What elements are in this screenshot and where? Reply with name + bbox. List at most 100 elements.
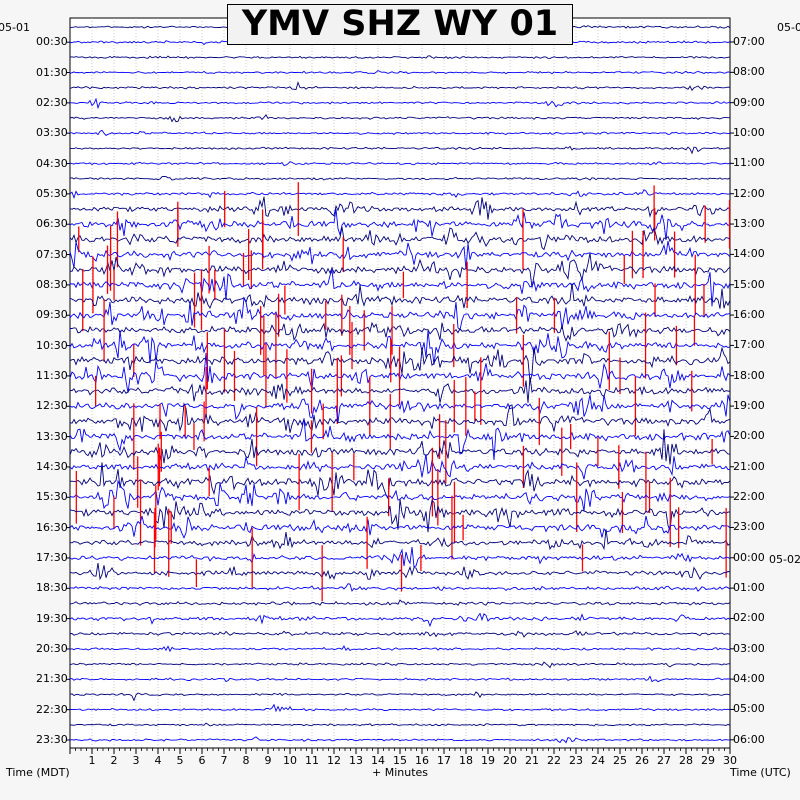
x-tick-label: 5 [176, 754, 184, 767]
right-time-label: 00:00 [733, 550, 765, 564]
left-time-label: 00:30 [36, 35, 68, 49]
x-tick-label: 16 [415, 754, 429, 767]
left-date-label: 05-01 [0, 21, 30, 34]
title-box: YMV SHZ WY 01 [227, 4, 573, 45]
trace-line [69, 599, 731, 606]
left-time-label: 02:30 [36, 95, 68, 109]
left-time-label: 04:30 [36, 156, 68, 170]
trace-line [69, 630, 731, 638]
x-tick-label: 28 [679, 754, 693, 767]
x-tick-label: 27 [657, 754, 671, 767]
x-tick-label: 12 [327, 754, 341, 767]
x-tick-label: 6 [198, 754, 206, 767]
x-tick-label: 1 [88, 754, 96, 767]
right-time-label: 15:00 [733, 277, 765, 291]
left-time-label: 15:30 [36, 490, 68, 504]
x-tick-label: 26 [635, 754, 649, 767]
trace-line [69, 240, 731, 270]
right-time-label: 19:00 [733, 399, 765, 413]
right-time-label: 12:00 [733, 186, 765, 200]
trace-line [69, 97, 731, 110]
left-time-label: 20:30 [36, 641, 68, 655]
right-time-label: 11:00 [733, 156, 765, 170]
x-tick-label: 23 [569, 754, 583, 767]
x-tick-label: 17 [437, 754, 451, 767]
left-time-label: 16:30 [36, 520, 68, 534]
trace-line [69, 55, 731, 60]
x-tick-label: 19 [481, 754, 495, 767]
x-tick-label: 3 [132, 754, 140, 767]
left-time-label: 22:30 [36, 702, 68, 716]
left-time-label: 21:30 [36, 672, 68, 686]
seismic-traces [69, 24, 731, 744]
x-axis-label: + Minutes [372, 766, 429, 779]
x-tick-label: 30 [723, 754, 737, 767]
left-time-label: 12:30 [36, 399, 68, 413]
trace-line [69, 645, 731, 653]
trace-line [69, 226, 731, 251]
trace-line [69, 529, 731, 551]
left-time-label: 08:30 [36, 277, 68, 291]
x-axis-ticks [66, 41, 734, 754]
x-tick-label: 4 [154, 754, 162, 767]
x-tick-label: 8 [242, 754, 250, 767]
left-time-label: 11:30 [36, 368, 68, 382]
trace-line [69, 296, 731, 331]
trace-line [69, 661, 730, 669]
x-tick-label: 2 [110, 754, 118, 767]
right-time-label: 10:00 [733, 126, 765, 140]
right-time-label: 18:00 [733, 368, 765, 382]
trace-line [69, 321, 731, 342]
trace-line [69, 499, 731, 533]
trace-line [69, 129, 730, 136]
left-time-label: 03:30 [36, 126, 68, 140]
x-tick-label: 29 [701, 754, 715, 767]
right-time-label: 04:00 [733, 672, 765, 686]
trace-line [69, 703, 731, 713]
trace-line [69, 283, 731, 309]
right-date-label: 05-01 [777, 21, 800, 34]
trace-line [69, 583, 731, 592]
x-tick-label: 25 [613, 754, 627, 767]
right-time-label: 03:00 [733, 641, 765, 655]
x-tick-label: 18 [459, 754, 473, 767]
left-time-label: 14:30 [36, 459, 68, 473]
x-tick-label: 10 [283, 754, 297, 767]
trace-line [69, 479, 731, 512]
right-time-label: 06:00 [733, 732, 765, 746]
right-time-label: 01:00 [733, 581, 765, 595]
left-time-label: 23:30 [36, 732, 68, 746]
right-time-label: 23:00 [733, 520, 765, 534]
right-time-label: 05:00 [733, 702, 765, 716]
right-time-label: 08:00 [733, 65, 765, 79]
trace-line [69, 189, 731, 200]
right-time-label: 21:00 [733, 459, 765, 473]
x-tick-label: 21 [525, 754, 539, 767]
left-time-label: 18:30 [36, 581, 68, 595]
trace-line [69, 675, 731, 683]
right-time-label: 14:00 [733, 247, 765, 261]
trace-line [69, 612, 731, 628]
trace-line [69, 145, 731, 155]
left-time-label: 19:30 [36, 611, 68, 625]
right-time-label: 02:00 [733, 611, 765, 625]
trace-line [69, 429, 731, 465]
trace-line [69, 462, 731, 501]
trace-line [69, 253, 731, 288]
left-time-label: 05:30 [36, 186, 68, 200]
x-tick-label: 13 [349, 754, 363, 767]
right-time-label: 22:00 [733, 490, 765, 504]
right-axis-label: Time (UTC) [730, 766, 791, 779]
right-time-label: 17:00 [733, 338, 765, 352]
x-tick-label: 14 [371, 754, 385, 767]
right-time-label: 20:00 [733, 429, 765, 443]
right-time-label: 13:00 [733, 217, 765, 231]
trace-line [69, 691, 731, 702]
x-tick-label: 9 [264, 754, 272, 767]
left-axis-label: Time (MDT) [6, 766, 70, 779]
trace-line [69, 736, 731, 744]
trace-line [69, 114, 730, 123]
trace-line [69, 394, 731, 423]
trace-line [69, 161, 731, 166]
